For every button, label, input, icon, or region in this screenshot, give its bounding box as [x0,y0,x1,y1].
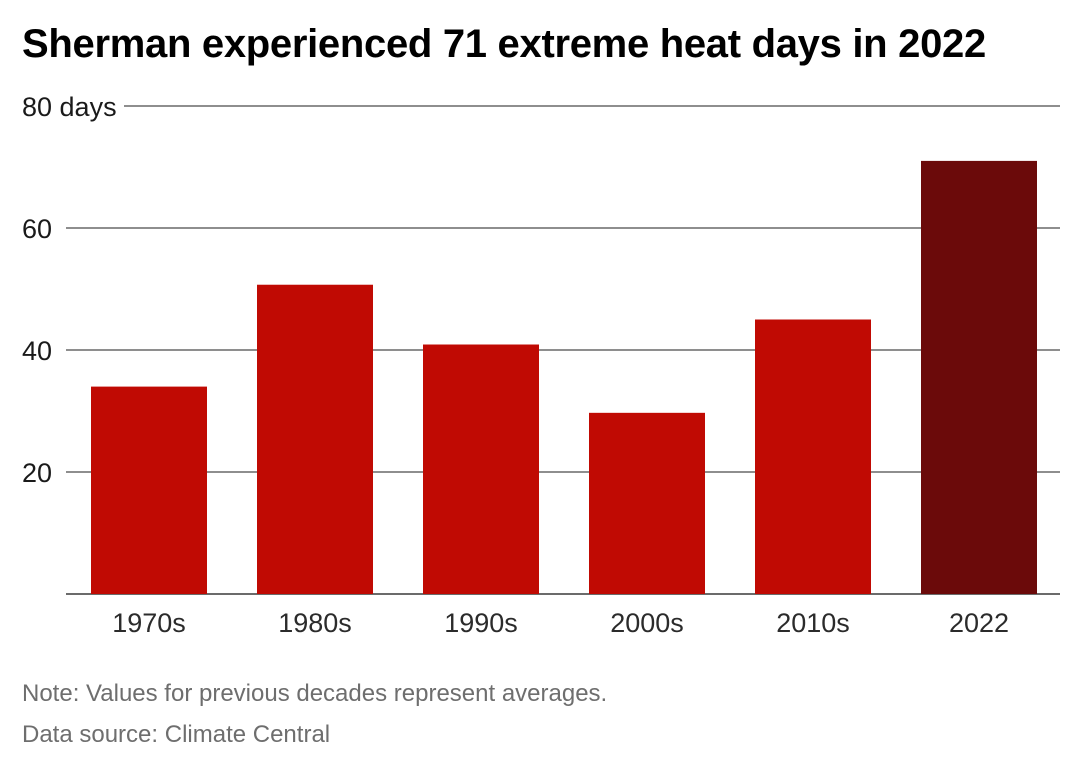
chart-note: Note: Values for previous decades repres… [22,680,608,707]
y-tick-label: 80 days [22,92,117,122]
bar-1990s [423,344,539,594]
bar-2010s [755,319,871,594]
bar-1970s [91,386,207,594]
bar-2000s [589,412,705,594]
x-tick-label: 2010s [776,608,850,638]
y-tick-label: 20 [22,458,52,488]
x-tick-label: 2000s [610,608,684,638]
y-tick-label: 40 [22,336,52,366]
gridlines [66,105,1060,595]
chart-title: Sherman experienced 71 extreme heat days… [22,22,986,66]
bar-chart: 20 40 60 80 days 1970s 1980s 1990s 2000s 2010s 20… [22,92,1060,638]
bars [91,160,1037,594]
x-tick-label: 1970s [112,608,186,638]
axis-labels: 20 40 60 80 days 1970s 1980s 1990s 2000s 2010s 20… [22,92,1009,638]
bar-2022 [921,160,1037,594]
y-tick-label: 60 [22,214,52,244]
bar-1980s [257,284,373,594]
data-source: Data source: Climate Central [22,721,331,748]
x-tick-label: 2022 [949,608,1009,638]
x-tick-label: 1980s [278,608,352,638]
x-tick-label: 1990s [444,608,518,638]
